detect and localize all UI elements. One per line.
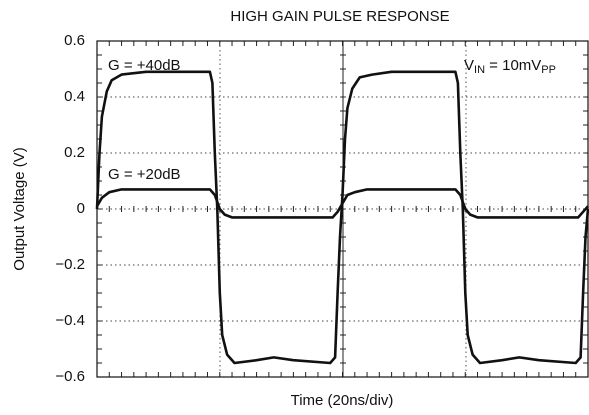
annotation-subscript: IN <box>474 64 485 76</box>
y-tick-label: −0.4 <box>55 312 85 329</box>
annotation-text: V <box>464 57 474 74</box>
y-tick-label: −0.6 <box>55 368 85 385</box>
y-tick-label: 0.4 <box>64 88 85 105</box>
chart-title: HIGH GAIN PULSE RESPONSE <box>230 8 449 25</box>
series-line <box>95 70 589 365</box>
x-axis-label: Time (20ns/div) <box>291 392 394 409</box>
series-line <box>95 188 589 219</box>
series-label: G = +20dB <box>108 166 181 183</box>
annotation: VIN = 10mVPP <box>464 57 556 76</box>
y-tick-label: 0 <box>77 200 85 217</box>
y-axis-label: Output Voltage (V) <box>11 147 28 270</box>
y-tick-label: 0.2 <box>64 144 85 161</box>
series-label: G = +40dB <box>108 57 181 74</box>
annotation-text: = 10mV <box>485 57 541 74</box>
y-tick-label: 0.6 <box>64 32 85 49</box>
annotation-subscript: PP <box>541 64 556 76</box>
y-tick-label: −0.2 <box>55 256 85 273</box>
